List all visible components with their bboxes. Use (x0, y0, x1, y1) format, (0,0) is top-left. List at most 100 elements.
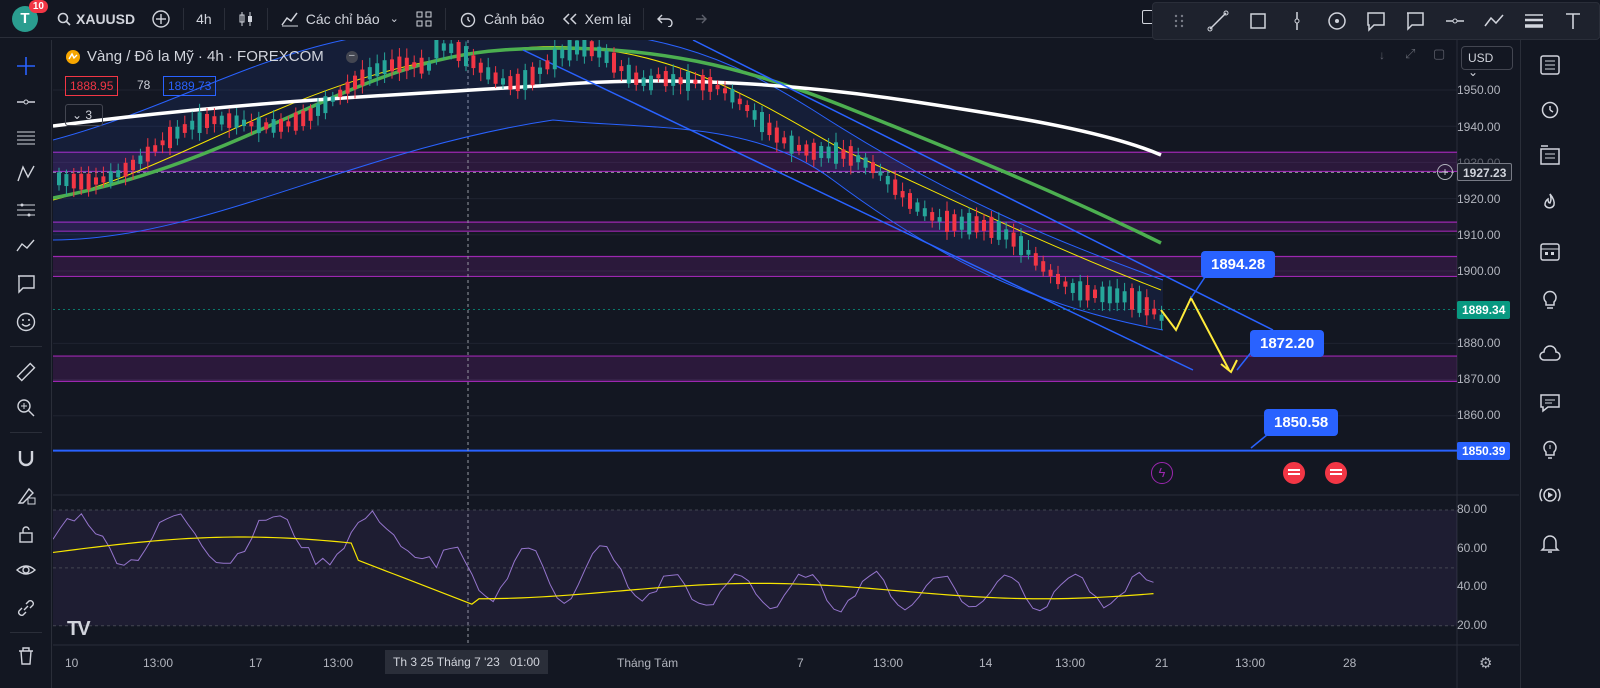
data-window-icon[interactable] (1537, 142, 1563, 168)
broadcast-play-icon[interactable] (1537, 482, 1563, 508)
drawing-lock-icon[interactable] (14, 484, 38, 508)
target-callout-1[interactable]: 1894.28 (1201, 251, 1276, 278)
candle-body (501, 78, 505, 85)
rectangle-icon[interactable] (1246, 9, 1270, 33)
crosshair-icon[interactable] (14, 54, 38, 78)
candle-body (293, 112, 298, 131)
horizontal-ray-icon[interactable] (1443, 9, 1467, 33)
undo-button[interactable] (648, 0, 682, 38)
candle-body (160, 140, 165, 146)
lightning-event-icon[interactable]: ϟ (1151, 462, 1173, 484)
indicators-button[interactable]: Các chỉ báo ⌄ (272, 0, 407, 38)
candle-body (404, 57, 409, 71)
notifications-lightbulb-icon[interactable] (1537, 436, 1563, 462)
path-icon[interactable] (1482, 9, 1506, 33)
indicators-label: Các chỉ báo (305, 10, 380, 27)
candle-body (863, 157, 868, 168)
horizontal-line-icon[interactable] (14, 90, 38, 114)
pattern-icon[interactable] (14, 162, 38, 186)
candle-body (1078, 281, 1083, 301)
candle-body (900, 191, 905, 198)
annotation-icon[interactable] (14, 272, 38, 296)
lock-icon[interactable] (14, 522, 38, 546)
bid-price-box[interactable]: 1888.95 (65, 76, 119, 96)
candle-body (271, 119, 276, 133)
candle-body (168, 126, 172, 149)
candle-body (197, 112, 202, 133)
magnet-icon[interactable] (14, 446, 38, 470)
chart-legend-title[interactable]: Vàng / Đô la Mỹ · 4h · FOREXCOM – (65, 48, 358, 65)
trash-icon[interactable] (14, 644, 38, 668)
add-plus-icon[interactable]: + (1437, 164, 1453, 180)
candle-body (308, 108, 313, 121)
candle-body (456, 42, 461, 61)
layouts-button[interactable] (407, 0, 441, 38)
fib-retracement-icon[interactable] (14, 126, 38, 150)
vertical-line-icon[interactable] (1285, 9, 1309, 33)
candle-body (523, 70, 528, 91)
ideas-lightbulb-icon[interactable] (1537, 286, 1563, 312)
candle-body (908, 193, 912, 209)
chats-icon[interactable] (1537, 390, 1563, 416)
candle-body (1056, 273, 1060, 285)
candle-body (1011, 232, 1016, 247)
grid-icon (416, 11, 432, 26)
candle-body (982, 219, 986, 231)
zoom-in-icon[interactable] (14, 396, 38, 420)
candle-body (375, 63, 380, 77)
callout-icon[interactable] (1364, 9, 1388, 33)
currency-select[interactable]: USD ⌄ (1461, 46, 1513, 79)
price-tick: 1870.00 (1457, 372, 1501, 386)
minus-circle-icon[interactable]: – (345, 50, 358, 63)
watchlist-icon[interactable] (1537, 52, 1563, 78)
link-icon[interactable] (14, 596, 38, 620)
trend-line-icon[interactable] (1206, 9, 1230, 33)
prediction-icon[interactable] (14, 198, 38, 222)
indicators-collapse-button[interactable]: ⌄ 3 (65, 104, 103, 126)
alert-button[interactable]: Cảnh báo (450, 0, 553, 38)
candle-body (567, 40, 572, 61)
interval-button[interactable]: 4h (196, 10, 212, 27)
target-callout-2[interactable]: 1872.20 (1250, 330, 1325, 357)
gear-icon[interactable]: ⚙ (1479, 655, 1493, 672)
alarm-clock-icon[interactable] (1537, 96, 1563, 122)
symbol-search-button[interactable]: XAUUSD (48, 0, 143, 38)
chart-pane[interactable]: Vàng / Đô la Mỹ · 4h · FOREXCOM – 1888.9… (53, 40, 1519, 688)
zigzag-icon[interactable] (14, 234, 38, 258)
candle-body (412, 62, 417, 68)
chat-cloud-icon[interactable] (1537, 342, 1563, 368)
target-callout-3[interactable]: 1850.58 (1264, 409, 1339, 436)
candle-body (330, 96, 335, 102)
compare-button[interactable] (143, 0, 179, 38)
drag-handle-icon[interactable] (1167, 9, 1191, 33)
text-icon[interactable] (1561, 9, 1585, 33)
eye-icon[interactable] (14, 558, 38, 582)
ruler-icon[interactable] (14, 360, 38, 384)
tradingview-logo[interactable]: TV (67, 618, 91, 640)
bell-icon[interactable] (1537, 530, 1563, 556)
chevron-down-icon: ⌄ (389, 13, 399, 25)
line-style-icon[interactable] (1522, 9, 1546, 33)
circle-icon[interactable] (1325, 9, 1349, 33)
expand-icon[interactable]: ⤢ (1405, 46, 1416, 61)
chart-type-button[interactable] (229, 0, 263, 38)
ask-price-box[interactable]: 1889.73 (163, 76, 217, 96)
candle-body (604, 50, 609, 63)
candle-body (182, 124, 187, 133)
arrow-down-icon[interactable]: ↓ (1379, 48, 1385, 62)
settings-icon[interactable]: ▢ (1433, 46, 1446, 61)
time-tick: 14 (979, 656, 993, 670)
redo-button[interactable] (682, 0, 716, 38)
user-avatar[interactable]: T 10 (12, 0, 48, 32)
us-flag-event-icon[interactable] (1283, 462, 1305, 484)
calendar-icon[interactable] (1537, 238, 1563, 264)
emoji-icon[interactable] (14, 310, 38, 334)
hotlist-flame-icon[interactable] (1537, 190, 1563, 216)
candle-body (952, 214, 957, 231)
replay-button[interactable]: Xem lại (553, 0, 640, 38)
price-chart-canvas[interactable] (53, 40, 1519, 688)
us-flag-event-icon[interactable] (1325, 462, 1347, 484)
candle-body (353, 75, 357, 90)
comment-icon[interactable] (1403, 9, 1427, 33)
candle-body (360, 69, 365, 86)
